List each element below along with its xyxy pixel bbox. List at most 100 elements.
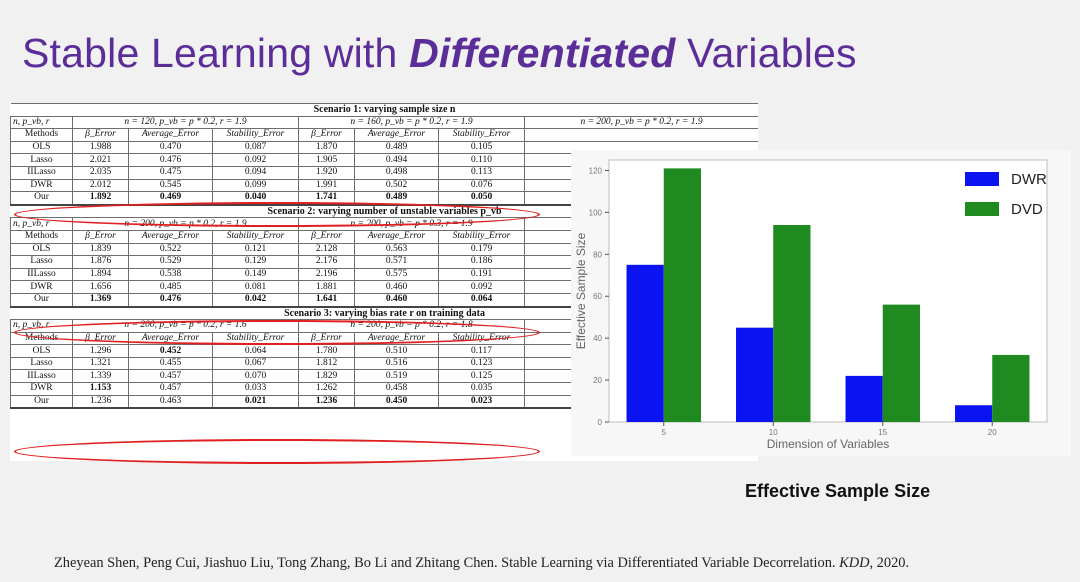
table-cell: 0.129	[212, 255, 299, 269]
table-cell: 0.575	[354, 267, 439, 282]
table-cell: 0.092	[212, 153, 299, 167]
effective-sample-size-chart: 0 20 40 60 80 100 120 5 10 15 20 Dimension of Varia…	[571, 150, 1071, 456]
scenario-heading: Scenario 1: varying sample size n	[10, 103, 758, 117]
table-cell: 0.191	[438, 267, 525, 282]
title-emphasis: Differentiated	[409, 30, 676, 76]
table-cell: 1.656	[72, 280, 129, 294]
table-cell: 0.117	[438, 344, 525, 358]
table-cell: 1.236	[298, 394, 355, 410]
setting-cell: n = 200, p_vb = p * 0.2, r = 1.9	[523, 115, 758, 130]
table-cell: 0.064	[438, 292, 525, 308]
table-cell: 0.457	[128, 369, 213, 384]
column-header: Stability_Error	[212, 331, 299, 346]
table-cell: 0.563	[354, 242, 439, 257]
table-cell: 2.176	[298, 255, 355, 269]
table-cell: 1.881	[298, 280, 355, 294]
column-header: Stability_Error	[212, 229, 299, 244]
column-header: β_Error	[298, 128, 355, 142]
table-cell: 0.529	[128, 255, 213, 269]
table-cell: 0.121	[212, 242, 299, 257]
slide-title: Stable Learning with Differentiated Vari…	[22, 30, 857, 77]
table-cell: 1.812	[298, 356, 355, 371]
citation: Zheyean Shen, Peng Cui, Jiashuo Liu, Ton…	[54, 555, 909, 572]
table-cell: 1.829	[298, 369, 355, 384]
column-header: β_Error	[298, 229, 355, 244]
table-cell: 1.339	[72, 369, 129, 384]
table-cell: 0.035	[438, 382, 525, 396]
bar-dwr	[736, 327, 774, 422]
title-prefix: Stable Learning with	[22, 30, 410, 76]
legend-swatch-dvd	[965, 202, 999, 216]
legend-label-dwr: DWR	[1011, 171, 1047, 188]
method-name: IILasso	[10, 369, 73, 384]
table-cell: 1.780	[298, 344, 355, 358]
table-cell: 0.179	[438, 242, 525, 257]
table-cell: 1.321	[72, 356, 129, 371]
bar-dwr	[845, 375, 883, 422]
bar-dvd	[663, 168, 701, 422]
table-cell: 1.991	[298, 178, 355, 193]
method-name: Lasso	[10, 255, 73, 269]
method-name: Our	[10, 191, 73, 206]
table-cell: 0.050	[438, 191, 525, 206]
setting-label: n, p_vb, r	[10, 319, 73, 333]
table-cell: 1.369	[72, 292, 129, 308]
method-name: DWR	[10, 178, 73, 193]
column-header: Average_Error	[128, 128, 213, 142]
method-name: Our	[10, 394, 73, 410]
table-cell: 0.458	[354, 382, 439, 396]
setting-cell: n = 200, p_vb = p * 0.2, r = 1.8	[298, 319, 525, 333]
column-header: Methods	[10, 229, 73, 244]
y-tick-label: 100	[589, 208, 603, 217]
scenario-heading-row: Scenario 1: varying sample size n	[10, 103, 758, 117]
setting-cell: n = 160, p_vb = p * 0.2, r = 1.9	[298, 115, 525, 130]
table-cell: 1.920	[298, 165, 355, 180]
bar-dwr	[955, 405, 993, 422]
table-cell: 0.498	[354, 165, 439, 180]
table-cell: 2.012	[72, 178, 129, 193]
y-tick-label: 60	[593, 292, 602, 301]
setting-cell: n = 120, p_vb = p * 0.2, r = 1.9	[72, 115, 299, 130]
table-cell: 0.516	[354, 356, 439, 371]
title-suffix: Variables	[675, 30, 857, 76]
x-tick-label: 15	[878, 428, 887, 437]
table-cell: 0.510	[354, 344, 439, 358]
truncated-column	[523, 128, 758, 142]
table-cell: 0.475	[128, 165, 213, 180]
table-cell: 2.035	[72, 165, 129, 180]
method-name: Lasso	[10, 153, 73, 167]
table-cell: 1.741	[298, 191, 355, 206]
table-cell: 0.571	[354, 255, 439, 269]
table-cell: 0.087	[212, 140, 299, 155]
column-header: Stability_Error	[212, 128, 299, 142]
bar-dvd	[773, 224, 811, 422]
chart-caption: Effective Sample Size	[745, 481, 931, 501]
table-cell: 0.081	[212, 280, 299, 294]
table-cell: 0.519	[354, 369, 439, 384]
y-axis-label: Effective Sample Size	[574, 232, 588, 349]
column-header: Stability_Error	[438, 229, 525, 244]
table-cell: 0.476	[128, 292, 213, 308]
table-cell: 0.494	[354, 153, 439, 167]
setting-cell: n = 200, p_vb = p * 0.3, r = 1.9	[298, 217, 525, 231]
column-header: β_Error	[72, 331, 129, 346]
table-cell: 1.839	[72, 242, 129, 257]
method-name: DWR	[10, 382, 73, 396]
table-cell: 0.105	[438, 140, 525, 155]
citation-text: Zheyean Shen, Peng Cui, Jiashuo Liu, Ton…	[54, 555, 840, 571]
column-header: β_Error	[72, 128, 129, 142]
table-cell: 2.196	[298, 267, 355, 282]
legend-swatch-dwr	[965, 172, 999, 186]
column-header: Average_Error	[128, 331, 213, 346]
table-cell: 1.905	[298, 153, 355, 167]
setting-cell: n = 200, p_vb = p * 0.2, r = 1.9	[72, 217, 299, 231]
table-cell: 2.128	[298, 242, 355, 257]
table-cell: 0.457	[128, 382, 213, 396]
method-name: Lasso	[10, 356, 73, 371]
column-header: Stability_Error	[438, 331, 525, 346]
table-cell: 0.452	[128, 344, 213, 358]
table-cell: 0.538	[128, 267, 213, 282]
table-cell: 0.522	[128, 242, 213, 257]
method-name: OLS	[10, 140, 73, 155]
